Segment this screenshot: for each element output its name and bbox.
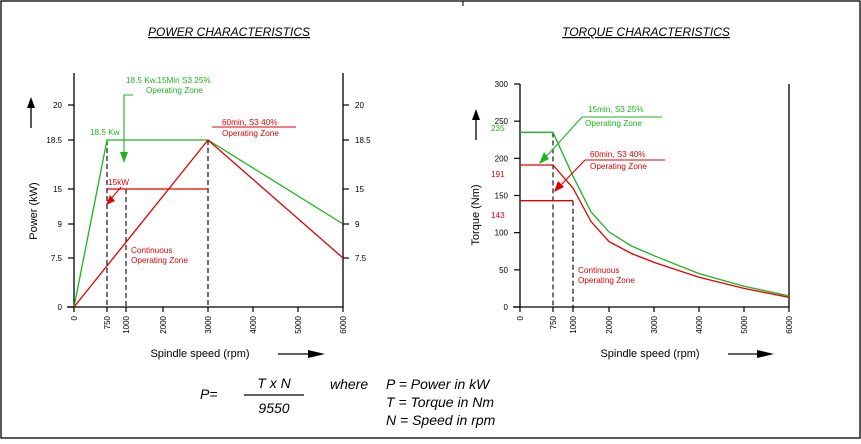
t-y-tick-label: 100 [495,229,509,238]
power-chart-title: POWER CHARACTERISTICS [148,25,310,39]
power-x-axis-label: Spindle speed (rpm) [150,348,249,360]
formula-lhs: P= [200,386,218,402]
t-y-tick-label: 300 [495,80,509,89]
t-x-tick-label: 6000 [785,315,794,333]
p-x-tick-label: 3000 [204,315,213,333]
power-y-axis-label: Power (kW) [28,182,40,239]
t-y-tick-label: 0 [504,303,509,312]
p-y-tick-label-right: 9 [355,220,360,229]
torque-s3-25-title: 15min, S3 25% [588,105,644,114]
power-formula: P= T x N 9550 where P = Power in kW T = … [200,375,496,428]
formula-line-torque: T = Torque in Nm [386,394,494,410]
torque-y-arrow-icon [472,109,480,120]
power-s3-25-sub: Operating Zone [146,86,203,95]
t-x-tick-label: 3000 [650,315,659,333]
torque-s3-40-leader [560,160,585,186]
p-x-tick-label: 1000 [122,315,131,333]
torque-x-arrow-icon [757,350,774,358]
power-x-arrow-icon [308,350,325,358]
torque-s3-40-sub: Operating Zone [590,162,647,171]
formula-line-power: P = Power in kW [386,376,491,392]
power-cont-value: 15kW [108,178,129,187]
power-cont-title: Continuous [131,246,172,255]
power-s3-25-arrow-icon [120,152,128,163]
power-s3-40-title: 60min, S3 40% [222,118,278,127]
p-y-tick-label: 7.5 [51,254,63,263]
p-y-tick-label: 15 [53,185,62,194]
formula-line-speed: N = Speed in rpm [386,412,496,428]
t-x-tick-label: 1000 [569,315,578,333]
p-y-tick-label-right: 20 [355,101,364,110]
formula-numerator: T x N [257,375,291,391]
p-x-tick-label: 5000 [294,315,303,333]
formula-denominator: 9550 [258,400,289,416]
p-x-tick-label: 4000 [249,315,258,333]
power-s3-25-leader [124,95,133,158]
torque-chart-title: TORQUE CHARACTERISTICS [562,25,730,39]
t-y-tick-label: 150 [495,192,509,201]
p-y-tick-label-right: 15 [355,185,364,194]
power-peak-value: 18.5 Kw [90,128,120,137]
torque-s3-25-sub: Operating Zone [585,119,642,128]
torque-label-143: 143 [491,211,505,220]
power-cont-sub: Operating Zone [131,256,188,265]
p-y-tick-label: 9 [58,220,63,229]
p-x-tick-label: 0 [70,315,79,320]
torque-cont-title: Continuous [578,266,619,275]
torque-s3-40-title: 60min, S3 40% [590,150,646,159]
t-x-tick-label: 2000 [605,315,614,333]
t-x-tick-label: 5000 [740,315,749,333]
power-s3-25-title: 18.5 Kw,15Min S3 25% [126,76,211,85]
torque-x-axis-label: Spindle speed (rpm) [600,348,699,360]
p-y-tick-label: 0 [58,303,63,312]
t-series-0-line [520,132,789,296]
power-chart: 0 7.5 7.5 9 9 15 15 18.5 18.5 20 20 0 750 1000 2000 30… [27,73,371,360]
p-x-tick-label: 6000 [339,315,348,333]
torque-cont-sub: Operating Zone [578,276,635,285]
torque-s3-25-arrow-icon [539,152,549,164]
p-y-tick-label: 18.5 [46,136,62,145]
power-s3-40-sub: Operating Zone [222,129,279,138]
t-x-tick-label: 4000 [695,315,704,333]
formula-where: where [330,376,368,392]
p-y-tick-label-right: 18.5 [355,136,371,145]
torque-label-191: 191 [491,170,505,179]
torque-y-axis-label: Torque (Nm) [470,184,482,245]
p-y-tick-label: 20 [53,101,62,110]
p-y-tick-label-right: 7.5 [355,254,367,263]
p-x-tick-label: 2000 [159,315,168,333]
t-x-tick-label: 750 [549,315,558,329]
p-x-tick-label: 750 [103,315,112,329]
t-y-tick-label: 50 [499,266,508,275]
t-x-tick-label: 0 [516,315,525,320]
power-y-arrow-icon [27,97,35,108]
torque-label-235: 235 [491,124,505,133]
t-y-tick-label: 200 [495,154,509,163]
